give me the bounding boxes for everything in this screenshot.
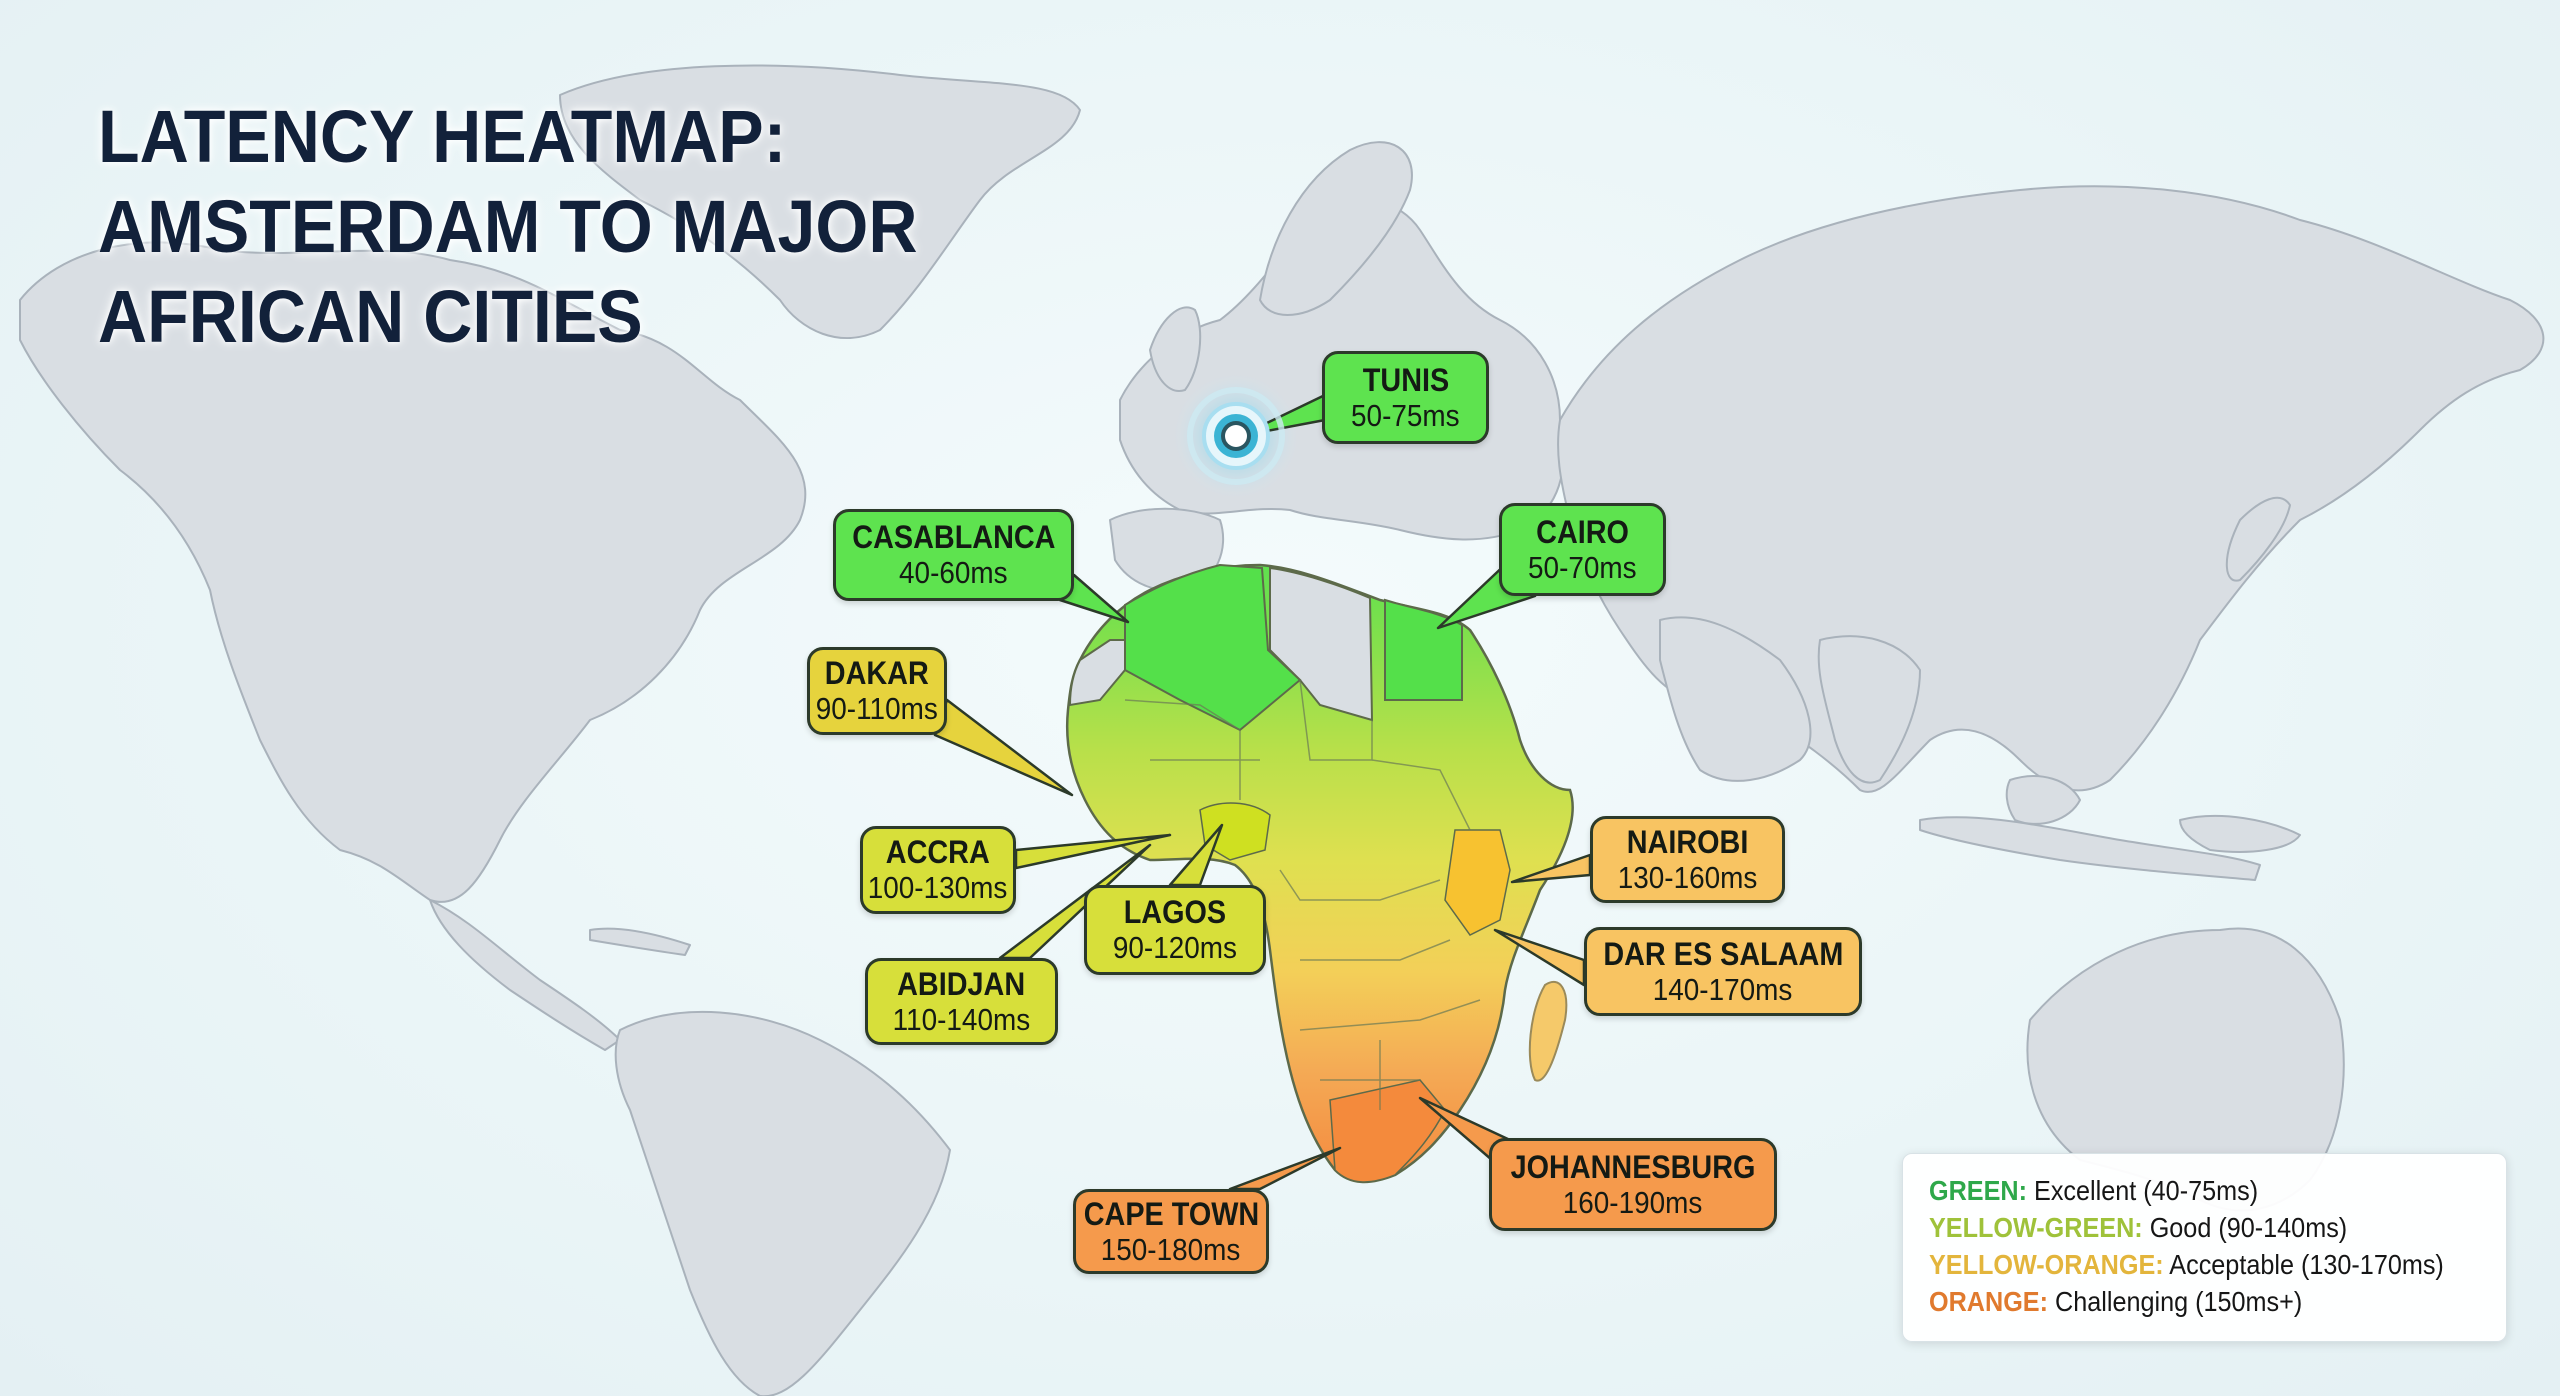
kenya-tanzania	[1444, 829, 1511, 936]
north-america	[19, 241, 807, 903]
accra-tail	[1014, 833, 1172, 870]
legend-item-yellow-orange: YELLOW-ORANGE: Acceptable (130-170ms)	[1929, 1246, 2448, 1283]
city-latency: 140-170ms	[1653, 971, 1793, 1007]
callout-abidjan[interactable]: ABIDJAN 110-140ms	[865, 958, 1058, 1045]
city-name: NAIROBI	[1626, 823, 1749, 860]
legend-item-green: GREEN: Excellent (40-75ms)	[1929, 1172, 2448, 1209]
city-name: LAGOS	[1123, 894, 1227, 930]
dakar-tail	[933, 698, 1074, 797]
legend-desc: Good (90-140ms)	[2142, 1212, 2348, 1243]
africa	[1065, 563, 1574, 1184]
city-latency: 150-180ms	[1101, 1231, 1241, 1267]
south-america	[614, 1010, 951, 1396]
city-name: CAPE TOWN	[1083, 1195, 1259, 1232]
japan	[2225, 496, 2291, 582]
callout-cape-town[interactable]: CAPE TOWN 150-180ms	[1073, 1189, 1269, 1274]
callout-lagos[interactable]: LAGOS 90-120ms	[1084, 885, 1266, 975]
nigeria	[1199, 802, 1271, 861]
city-name: DAKAR	[824, 655, 929, 691]
origin-pulse-marker-icon	[1187, 387, 1285, 485]
city-latency: 100-130ms	[868, 870, 1008, 905]
city-latency: 90-110ms	[815, 691, 939, 726]
legend-desc: Challenging (150ms+)	[2048, 1286, 2303, 1317]
land-masses	[19, 64, 2545, 1396]
greenland	[559, 64, 1081, 339]
legend-item-yellow-green: YELLOW-GREEN: Good (90-140ms)	[1929, 1209, 2448, 1246]
new-guinea	[2179, 815, 2301, 853]
title-line-1: LATENCY HEATMAP:	[98, 95, 787, 178]
india	[1817, 635, 1921, 784]
legend-key: GREEN:	[1929, 1175, 2028, 1206]
city-name: ABIDJAN	[897, 965, 1026, 1002]
callout-dar-es-salaam[interactable]: DAR ES SALAAM 140-170ms	[1584, 927, 1862, 1016]
city-latency: 50-70ms	[1528, 549, 1637, 585]
callout-tunis[interactable]: TUNIS 50-75ms	[1322, 351, 1489, 444]
indonesia	[1919, 816, 2261, 881]
city-name: CASABLANCA	[851, 519, 1056, 555]
iberia	[1109, 507, 1225, 593]
callout-nairobi[interactable]: NAIROBI 130-160ms	[1590, 816, 1785, 903]
city-name: TUNIS	[1362, 361, 1449, 398]
callout-accra[interactable]: ACCRA 100-130ms	[860, 826, 1016, 914]
title-line-3: AFRICAN CITIES	[98, 275, 643, 358]
legend-desc: Acceptable (130-170ms)	[2163, 1249, 2444, 1280]
legend-item-orange: ORANGE: Challenging (150ms+)	[1929, 1283, 2448, 1320]
city-latency: 110-140ms	[892, 1001, 1031, 1037]
title-line-2: AMSTERDAM TO MAJOR	[98, 185, 918, 268]
borneo	[2005, 775, 2081, 825]
central-america	[429, 899, 621, 1051]
city-name: JOHANNESBURG	[1510, 1148, 1756, 1185]
africa-heat-region	[1065, 563, 1574, 1184]
legend: GREEN: Excellent (40-75ms) YELLOW-GREEN:…	[1902, 1153, 2507, 1342]
city-latency: 160-190ms	[1563, 1184, 1703, 1220]
south-africa	[1329, 1079, 1446, 1183]
city-latency: 50-75ms	[1351, 397, 1460, 433]
united-kingdom	[1149, 306, 1202, 392]
morocco-algeria	[1124, 563, 1302, 732]
cape-town-tail	[1228, 1146, 1342, 1191]
caribbean	[589, 927, 691, 956]
city-latency: 130-160ms	[1617, 859, 1758, 895]
legend-key: YELLOW-GREEN:	[1929, 1212, 2143, 1243]
scandinavia	[1259, 141, 1413, 316]
libya	[1269, 566, 1374, 722]
callout-dakar[interactable]: DAKAR 90-110ms	[807, 647, 947, 735]
legend-desc: Excellent (40-75ms)	[2027, 1175, 2259, 1206]
page-title: LATENCY HEATMAP: AMSTERDAM TO MAJOR AFRI…	[98, 92, 917, 362]
madagascar	[1528, 980, 1568, 1082]
callout-cairo[interactable]: CAIRO 50-70ms	[1499, 503, 1666, 596]
city-name: ACCRA	[885, 834, 990, 870]
arabia	[1659, 616, 1812, 782]
city-name: DAR ES SALAAM	[1602, 935, 1843, 972]
city-latency: 90-120ms	[1112, 930, 1238, 965]
amsterdam-origin-marker[interactable]	[1176, 376, 1296, 496]
legend-key: ORANGE:	[1929, 1286, 2049, 1317]
callout-johannesburg[interactable]: JOHANNESBURG 160-190ms	[1489, 1138, 1777, 1231]
legend-key: YELLOW-ORANGE:	[1929, 1249, 2164, 1280]
city-latency: 40-60ms	[899, 555, 1008, 590]
city-name: CAIRO	[1536, 513, 1629, 550]
callout-casablanca[interactable]: CASABLANCA 40-60ms	[833, 509, 1074, 601]
